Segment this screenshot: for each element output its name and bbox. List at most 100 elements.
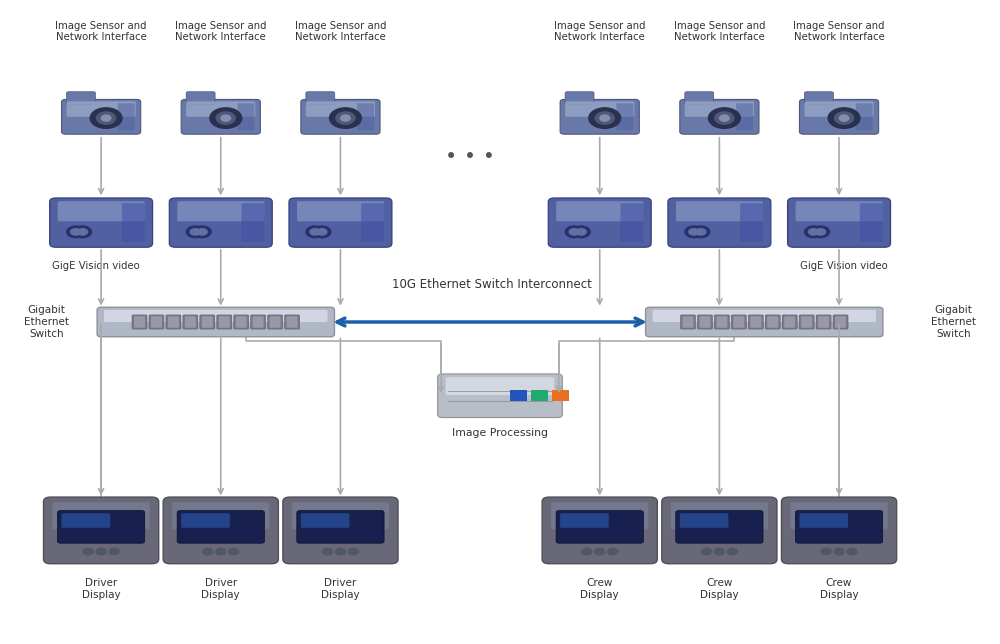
FancyBboxPatch shape (185, 316, 196, 328)
FancyBboxPatch shape (169, 198, 272, 247)
Circle shape (67, 226, 85, 238)
FancyBboxPatch shape (795, 511, 883, 543)
FancyBboxPatch shape (242, 203, 264, 242)
Text: Image Sensor and
Network Interface: Image Sensor and Network Interface (295, 21, 386, 43)
Circle shape (809, 229, 819, 235)
Circle shape (348, 548, 358, 554)
Circle shape (74, 226, 92, 238)
Text: Crew
Display: Crew Display (700, 578, 739, 600)
Circle shape (834, 112, 854, 124)
FancyBboxPatch shape (551, 502, 648, 529)
FancyBboxPatch shape (297, 201, 384, 222)
FancyBboxPatch shape (833, 315, 848, 329)
Bar (510, 390, 527, 401)
Circle shape (816, 229, 825, 235)
FancyBboxPatch shape (860, 203, 883, 242)
Circle shape (608, 548, 618, 554)
FancyBboxPatch shape (446, 377, 554, 395)
FancyBboxPatch shape (177, 201, 264, 222)
FancyBboxPatch shape (697, 315, 712, 329)
FancyBboxPatch shape (438, 374, 562, 417)
Circle shape (330, 108, 361, 128)
FancyBboxPatch shape (676, 511, 763, 543)
FancyBboxPatch shape (731, 315, 746, 329)
Circle shape (689, 229, 699, 235)
FancyBboxPatch shape (285, 315, 300, 329)
Circle shape (210, 108, 242, 128)
FancyBboxPatch shape (301, 513, 349, 528)
Text: Driver
Display: Driver Display (82, 578, 120, 600)
FancyBboxPatch shape (163, 497, 278, 564)
Text: Driver
Display: Driver Display (321, 578, 360, 600)
Circle shape (576, 229, 586, 235)
Circle shape (101, 115, 111, 121)
Circle shape (186, 226, 204, 238)
Circle shape (565, 226, 583, 238)
FancyBboxPatch shape (217, 315, 232, 329)
Circle shape (805, 226, 823, 238)
FancyBboxPatch shape (662, 497, 777, 564)
Circle shape (685, 226, 703, 238)
Circle shape (569, 229, 579, 235)
FancyBboxPatch shape (680, 99, 759, 134)
Circle shape (821, 548, 831, 554)
FancyBboxPatch shape (168, 316, 179, 328)
Circle shape (595, 548, 605, 554)
Text: GigE Vision video: GigE Vision video (800, 261, 888, 271)
FancyBboxPatch shape (565, 101, 634, 117)
FancyBboxPatch shape (118, 103, 135, 130)
Circle shape (313, 226, 331, 238)
Text: 10G Ethernet Switch Interconnect: 10G Ethernet Switch Interconnect (392, 278, 592, 291)
FancyBboxPatch shape (685, 101, 754, 117)
FancyBboxPatch shape (236, 316, 247, 328)
FancyBboxPatch shape (801, 316, 812, 328)
Text: Crew
Display: Crew Display (580, 578, 619, 600)
FancyBboxPatch shape (799, 315, 814, 329)
FancyBboxPatch shape (61, 513, 110, 528)
Circle shape (341, 115, 350, 121)
Circle shape (714, 548, 724, 554)
FancyBboxPatch shape (740, 203, 763, 242)
FancyBboxPatch shape (799, 513, 848, 528)
FancyBboxPatch shape (796, 201, 883, 222)
FancyBboxPatch shape (765, 315, 780, 329)
FancyBboxPatch shape (292, 502, 389, 529)
Text: Image Processing: Image Processing (452, 428, 548, 438)
FancyBboxPatch shape (685, 91, 714, 104)
Circle shape (727, 548, 737, 554)
Circle shape (109, 548, 119, 554)
FancyBboxPatch shape (306, 91, 335, 104)
Circle shape (96, 548, 106, 554)
Bar (552, 390, 569, 401)
FancyBboxPatch shape (97, 307, 334, 337)
Circle shape (336, 112, 355, 124)
Bar (531, 390, 548, 401)
FancyBboxPatch shape (306, 101, 375, 117)
FancyBboxPatch shape (166, 315, 181, 329)
FancyBboxPatch shape (560, 99, 639, 134)
Circle shape (229, 548, 239, 554)
FancyBboxPatch shape (301, 99, 380, 134)
FancyBboxPatch shape (680, 315, 695, 329)
FancyBboxPatch shape (52, 502, 150, 529)
Circle shape (203, 548, 213, 554)
FancyBboxPatch shape (361, 203, 384, 242)
Text: GigE Vision video: GigE Vision video (52, 261, 140, 271)
FancyBboxPatch shape (671, 502, 768, 529)
Circle shape (701, 548, 711, 554)
Circle shape (216, 112, 235, 124)
Circle shape (193, 226, 211, 238)
Text: Gigabit
Ethernet
Switch: Gigabit Ethernet Switch (931, 305, 976, 339)
FancyBboxPatch shape (177, 511, 264, 543)
Circle shape (715, 112, 734, 124)
FancyBboxPatch shape (181, 513, 230, 528)
Circle shape (839, 115, 849, 121)
FancyBboxPatch shape (835, 316, 846, 328)
FancyBboxPatch shape (750, 316, 761, 328)
FancyBboxPatch shape (617, 103, 633, 130)
FancyBboxPatch shape (44, 497, 159, 564)
FancyBboxPatch shape (816, 315, 831, 329)
FancyBboxPatch shape (181, 99, 260, 134)
FancyBboxPatch shape (172, 502, 269, 529)
FancyBboxPatch shape (200, 315, 215, 329)
